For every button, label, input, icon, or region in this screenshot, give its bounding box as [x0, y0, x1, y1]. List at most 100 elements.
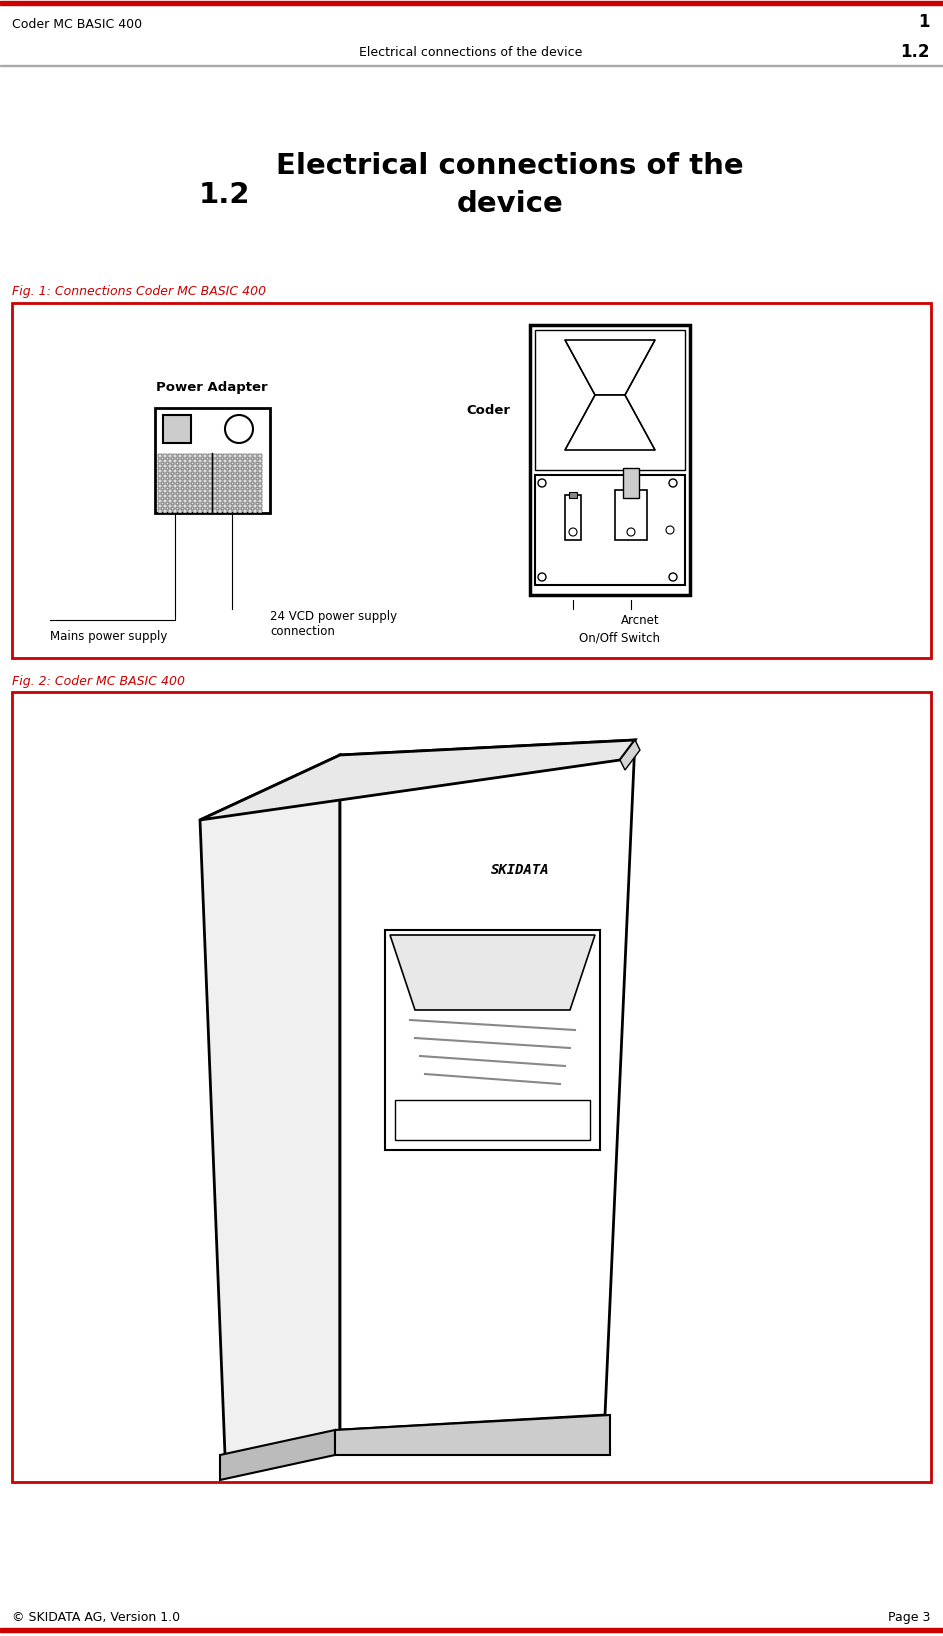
Bar [228, 455, 232, 458]
Bar [258, 504, 262, 509]
Bar [173, 460, 177, 463]
Bar [258, 484, 262, 488]
Bar [168, 504, 172, 509]
Bar [173, 509, 177, 514]
Bar [238, 455, 242, 458]
Bar [158, 479, 162, 483]
Bar [243, 474, 247, 478]
Bar [253, 499, 257, 502]
Bar [168, 489, 172, 492]
Bar [178, 494, 182, 497]
Bar [223, 489, 227, 492]
Bar [158, 465, 162, 468]
Bar [258, 465, 262, 468]
Bar [213, 509, 217, 514]
Bar [188, 455, 192, 458]
Bar [178, 479, 182, 483]
Bar [198, 484, 202, 488]
Bar [198, 474, 202, 478]
Bar [168, 460, 172, 463]
Bar [233, 499, 237, 502]
Circle shape [538, 479, 546, 488]
Text: SKIDATA: SKIDATA [490, 864, 550, 877]
Bar [218, 499, 222, 502]
Bar [158, 455, 162, 458]
Bar [198, 499, 202, 502]
Bar [258, 474, 262, 478]
Circle shape [569, 528, 577, 537]
Bar [203, 460, 207, 463]
Bar [193, 484, 197, 488]
Bar [0, 2, 943, 5]
Polygon shape [390, 936, 595, 1009]
Bar [228, 479, 232, 483]
Bar [188, 499, 192, 502]
Bar [193, 509, 197, 514]
Bar [565, 496, 581, 540]
Bar [233, 479, 237, 483]
Bar [158, 494, 162, 497]
Polygon shape [565, 394, 655, 450]
Bar [173, 484, 177, 488]
Bar [163, 479, 167, 483]
Bar [218, 509, 222, 514]
Bar [213, 465, 217, 468]
Bar [248, 504, 252, 509]
Bar [213, 455, 217, 458]
Bar [218, 460, 222, 463]
Bar [193, 455, 197, 458]
Bar [173, 499, 177, 502]
Bar [218, 494, 222, 497]
Bar [248, 499, 252, 502]
Bar [173, 455, 177, 458]
Bar [183, 474, 187, 478]
Bar [168, 509, 172, 514]
Bar [168, 484, 172, 488]
Bar [243, 499, 247, 502]
Bar [168, 494, 172, 497]
Bar [193, 465, 197, 468]
Bar [248, 474, 252, 478]
Bar [258, 460, 262, 463]
Text: Fig. 1: Connections Coder MC BASIC 400: Fig. 1: Connections Coder MC BASIC 400 [12, 285, 266, 298]
Bar [258, 489, 262, 492]
Bar [623, 468, 639, 497]
Bar [163, 494, 167, 497]
Bar [188, 484, 192, 488]
Bar [218, 455, 222, 458]
Bar [12, 692, 931, 1482]
Bar [253, 465, 257, 468]
Bar [163, 470, 167, 473]
Bar [168, 465, 172, 468]
Bar [243, 470, 247, 473]
Bar [223, 504, 227, 509]
Bar [158, 460, 162, 463]
Bar [213, 494, 217, 497]
Bar [213, 484, 217, 488]
Bar [233, 455, 237, 458]
Bar [238, 494, 242, 497]
Bar [233, 460, 237, 463]
Polygon shape [565, 340, 655, 394]
Bar [253, 474, 257, 478]
Bar [253, 509, 257, 514]
Bar [208, 460, 212, 463]
Bar [203, 484, 207, 488]
Polygon shape [335, 1415, 610, 1454]
Bar [258, 470, 262, 473]
Bar [223, 474, 227, 478]
Bar [208, 479, 212, 483]
Bar [198, 509, 202, 514]
Bar [238, 499, 242, 502]
Bar [615, 491, 647, 540]
Bar [183, 499, 187, 502]
Text: Power Adapter: Power Adapter [157, 381, 268, 394]
Bar [218, 474, 222, 478]
Bar [208, 470, 212, 473]
Bar [188, 479, 192, 483]
Bar [213, 499, 217, 502]
Bar [173, 494, 177, 497]
Polygon shape [340, 739, 635, 1430]
Bar [173, 465, 177, 468]
Bar [258, 479, 262, 483]
